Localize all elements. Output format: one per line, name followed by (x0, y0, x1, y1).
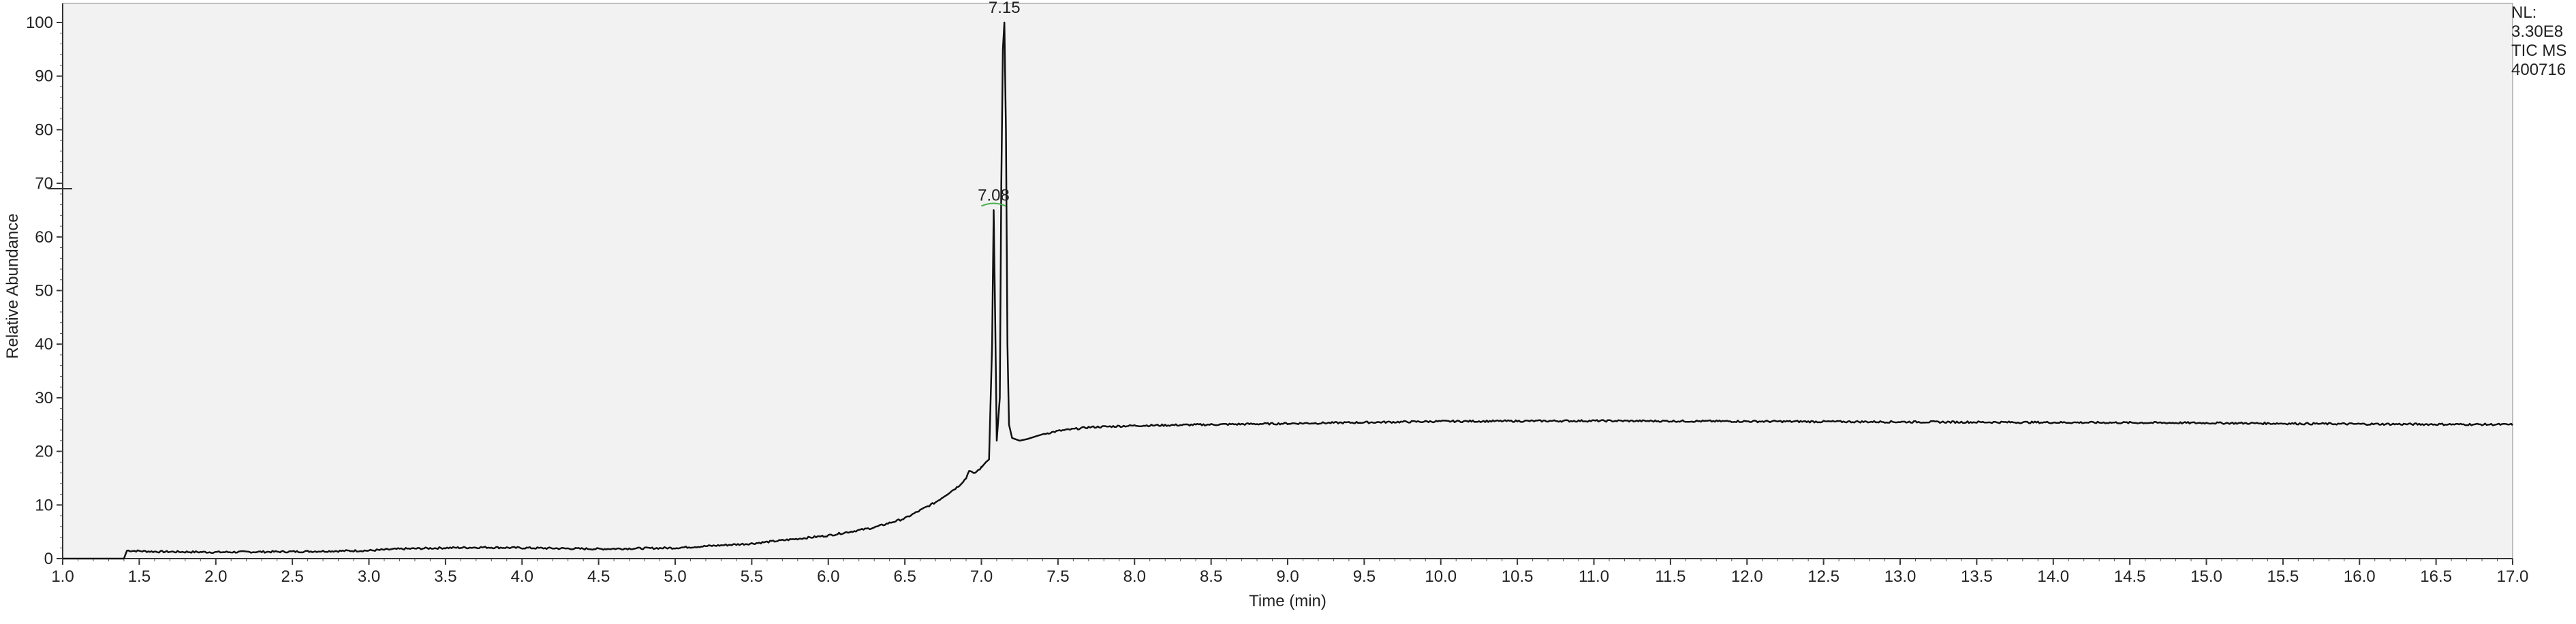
x-tick-label: 6.0 (817, 567, 839, 586)
x-tick-label: 8.0 (1123, 567, 1146, 586)
x-tick-label: 10.5 (1502, 567, 1534, 586)
series-line (63, 21, 2513, 560)
info-line-3: TIC MS (2511, 42, 2566, 60)
peak-label: 7.15 (989, 0, 1021, 17)
x-tick-label: 4.0 (511, 567, 533, 586)
x-tick-label: 5.0 (664, 567, 686, 586)
x-tick-label: 15.5 (2267, 567, 2299, 586)
x-tick-label: 14.0 (2037, 567, 2069, 586)
y-tick-label: 60 (35, 228, 53, 247)
x-tick-label: 8.5 (1200, 567, 1222, 586)
x-tick-label: 5.5 (741, 567, 763, 586)
x-tick-label: 12.5 (1807, 567, 1840, 586)
x-tick-label: 9.5 (1353, 567, 1376, 586)
y-tick-label: 80 (35, 121, 53, 139)
info-line-2: 3.30E8 (2511, 22, 2563, 41)
x-tick-label: 11.0 (1579, 567, 1609, 586)
x-tick-label: 7.0 (970, 567, 993, 586)
peak-labels: 7.15 7.08 (978, 0, 1021, 207)
x-tick-label: 2.0 (204, 567, 227, 586)
y-axis-title: Relative Abundance (3, 213, 22, 359)
info-line-4: 400716 (2511, 61, 2566, 79)
x-tick-label: 11.5 (1655, 567, 1686, 586)
x-tick-label: 17.0 (2497, 567, 2529, 586)
y-tick-label: 90 (35, 67, 53, 86)
x-tick-label: 9.0 (1276, 567, 1299, 586)
peak-marker (981, 202, 1006, 207)
x-tick-label: 13.0 (1884, 567, 1917, 586)
x-tick-label: 4.5 (587, 567, 610, 586)
y-tick-label: 100 (26, 14, 53, 32)
y-axis-ticks: 0 10 20 30 40 50 60 70 80 90 100 (26, 14, 63, 568)
y-tick-label: 10 (35, 496, 53, 514)
x-tick-label: 1.5 (128, 567, 151, 586)
x-axis-ticks: 1.0 1.5 2.0 2.5 3.0 3.5 4.0 4.5 5.0 5.5 6.0 6.5 7.0 7… (51, 559, 2528, 586)
x-axis-title: Time (min) (1249, 592, 1326, 610)
x-tick-label: 10.0 (1425, 567, 1457, 586)
x-tick-label: 14.5 (2114, 567, 2146, 586)
y-tick-label: 0 (44, 550, 53, 568)
plot-area (62, 3, 2513, 559)
peak-label: 7.08 (978, 186, 1010, 204)
x-tick-label: 3.0 (358, 567, 380, 586)
x-tick-label: 2.5 (281, 567, 303, 586)
x-tick-label: 1.0 (51, 567, 74, 586)
x-tick-label: 12.0 (1731, 567, 1763, 586)
y-tick-label: 40 (35, 335, 53, 354)
x-tick-label: 6.5 (893, 567, 916, 586)
info-box: NL: 3.30E8 TIC MS 400716 (2511, 3, 2571, 79)
info-line-1: NL: (2511, 3, 2536, 22)
x-tick-label: 3.5 (434, 567, 456, 586)
y-tick-label: 50 (35, 282, 53, 300)
x-tick-label: 16.5 (2420, 567, 2452, 586)
y-tick-label: 30 (35, 389, 53, 407)
x-tick-label: 13.5 (1961, 567, 1993, 586)
y-tick-label: 20 (35, 443, 53, 461)
y-tick-label: 70 (35, 174, 53, 193)
x-tick-label: 15.0 (2190, 567, 2222, 586)
x-tick-label: 7.5 (1046, 567, 1069, 586)
x-tick-label: 16.0 (2344, 567, 2376, 586)
